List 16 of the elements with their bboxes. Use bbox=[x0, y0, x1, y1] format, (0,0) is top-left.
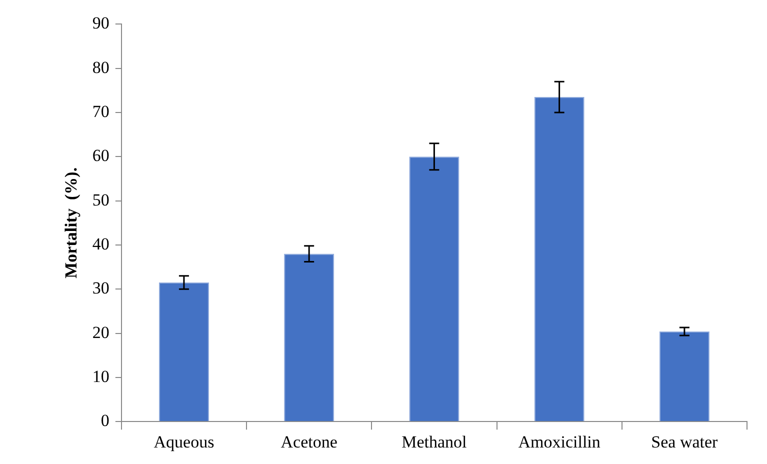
y-tick-label: 10 bbox=[92, 366, 110, 386]
y-tick-label: 90 bbox=[92, 14, 110, 33]
y-tick-label: 0 bbox=[100, 411, 110, 430]
y-tick-label: 50 bbox=[92, 190, 110, 210]
x-tick-label: Aqueous bbox=[154, 432, 214, 452]
y-tick-label: 30 bbox=[92, 278, 110, 298]
x-tick-label: Methanol bbox=[402, 432, 468, 452]
y-tick-label: 40 bbox=[92, 234, 110, 254]
y-tick-label: 70 bbox=[92, 102, 110, 121]
y-axis-title: Mortality (%). bbox=[62, 167, 81, 278]
y-tick-label: 20 bbox=[92, 322, 110, 342]
x-tick-label: Amoxicillin bbox=[518, 432, 601, 452]
x-tick-label: Acetone bbox=[280, 432, 338, 452]
y-tick-label: 80 bbox=[92, 58, 110, 77]
y-tick-label: 60 bbox=[92, 146, 110, 166]
x-tick-label: Sea water bbox=[651, 432, 718, 452]
